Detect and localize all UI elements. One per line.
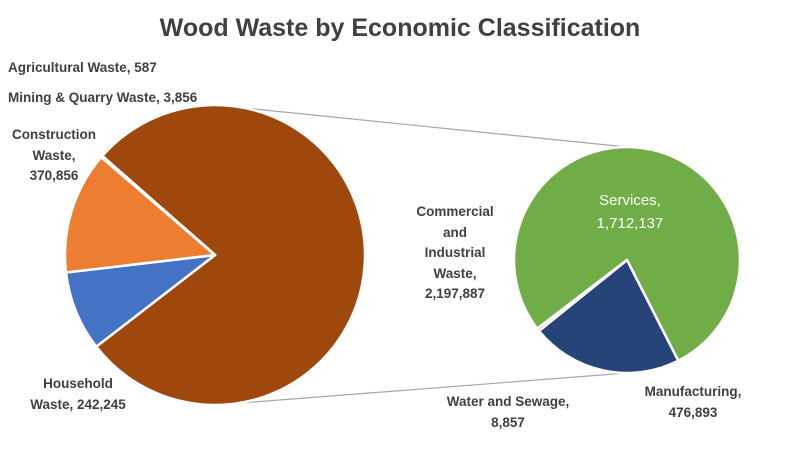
main-pie — [63, 103, 367, 407]
series-connector-lines — [214, 104, 628, 406]
pie-slice-manufacturing — [537, 258, 680, 375]
pie-slice-agricultural-waste — [100, 154, 217, 257]
pie-slice-commercial-and-industrial-waste — [95, 103, 367, 407]
connector-line-bottom — [214, 372, 628, 406]
label-construction-waste: Construction Waste, 370,856 — [12, 127, 96, 184]
chart-title: Wood Waste by Economic Classification — [159, 14, 641, 42]
label-water-and-sewage: Water and Sewage, 8,857 — [446, 394, 570, 430]
label-agricultural-waste: Agricultural Waste, 587 — [8, 60, 157, 75]
label-mining-quarry-waste: Mining & Quarry Waste, 3,856 — [8, 90, 198, 105]
pie-slice-services — [512, 145, 742, 362]
label-household-waste: Household Waste, 242,245 — [30, 376, 126, 412]
label-commercial-industrial-waste: Commercial and Industrial Waste, 2,197,8… — [416, 204, 494, 302]
secondary-pie — [512, 145, 742, 375]
pie-slice-construction-waste — [63, 155, 217, 274]
pie-slice-water-and-sewage — [535, 258, 629, 333]
connector-line-top — [214, 104, 628, 148]
label-services: Services, 1,712,137 — [596, 192, 664, 232]
label-manufacturing: Manufacturing, 476,893 — [644, 384, 742, 420]
